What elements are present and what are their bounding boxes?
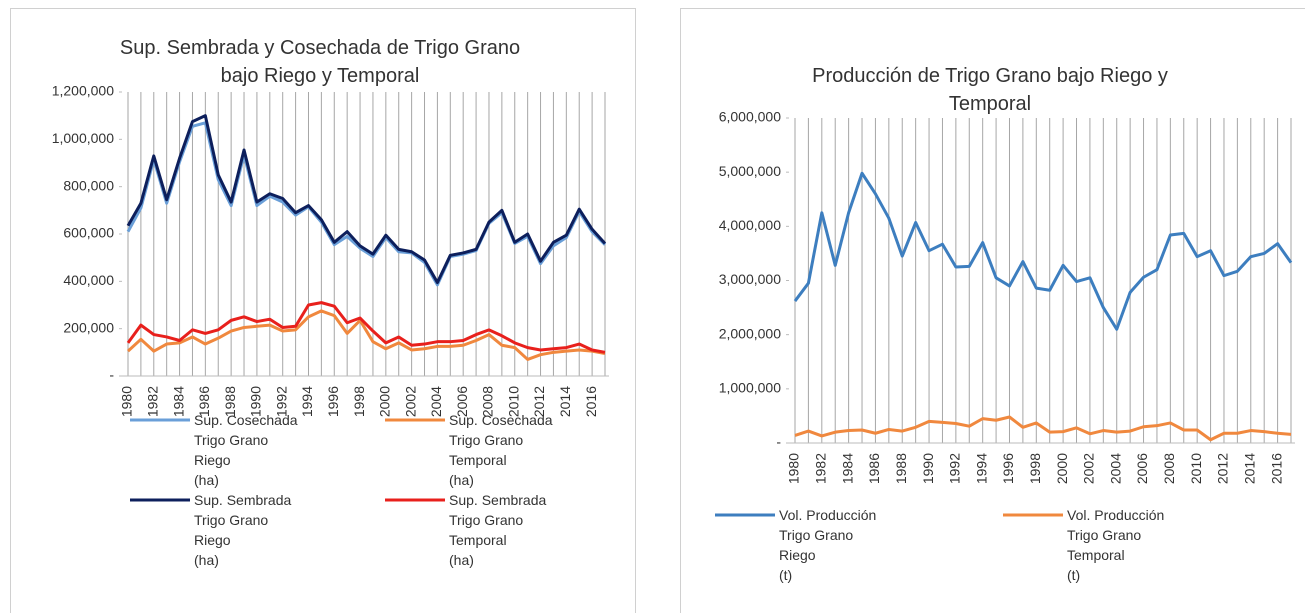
series-line: [126, 309, 606, 361]
x-tick-label: 1998: [1027, 453, 1043, 484]
series-line: [126, 121, 607, 287]
series-line: [793, 171, 1293, 331]
legend-label: Vol. Producción Trigo Grano Riego (t): [779, 507, 877, 583]
y-tick-label: 3,000,000: [719, 271, 781, 287]
x-tick-label: 2006: [454, 386, 470, 417]
x-tick-label: 1984: [170, 386, 186, 417]
chart-title: Producción de Trigo Grano bajo Riego y T…: [812, 65, 1168, 115]
y-tick-label: 1,000,000: [52, 130, 114, 146]
x-tick-label: 2000: [377, 386, 393, 417]
y-tick-label: 2,000,000: [719, 325, 781, 341]
legend-label: Sup. Cosechada Trigo Grano Riego (ha): [194, 412, 298, 488]
x-tick-label: 1994: [299, 386, 315, 417]
chart-title: Sup. Sembrada y Cosechada de Trigo Grano…: [119, 37, 521, 87]
x-tick-label: 1984: [839, 453, 855, 484]
y-tick-label: 600,000: [63, 225, 114, 241]
x-tick-label: 1998: [351, 386, 367, 417]
y-tick-label: 400,000: [63, 272, 114, 288]
y-tick-label: 1,000,000: [719, 380, 781, 396]
x-tick-label: 2016: [1268, 453, 1284, 484]
x-tick-label: 2012: [1215, 453, 1231, 484]
series-line: [126, 301, 606, 354]
x-tick-label: 1994: [973, 453, 989, 484]
y-tick-label: 4,000,000: [719, 217, 781, 233]
x-tick-label: 2016: [583, 386, 599, 417]
x-tick-label: 1990: [248, 386, 264, 417]
x-tick-label: 1982: [144, 386, 160, 417]
x-tick-label: 2002: [1081, 453, 1097, 484]
series-line: [794, 415, 1292, 442]
x-tick-label: 2002: [402, 386, 418, 417]
x-tick-label: 2008: [1161, 453, 1177, 484]
x-tick-label: 1980: [119, 386, 135, 417]
legend-label: Sup. Cosechada Trigo Grano Temporal (ha): [449, 412, 553, 488]
x-tick-label: 1986: [196, 386, 212, 417]
y-tick-label: -: [109, 367, 114, 383]
x-tick-label: 1990: [920, 453, 936, 484]
y-tick-label: 800,000: [63, 177, 114, 193]
x-tick-label: 2012: [531, 386, 547, 417]
x-tick-label: 1988: [893, 453, 909, 484]
y-tick-label: 5,000,000: [719, 163, 781, 179]
x-tick-label: 2008: [480, 386, 496, 417]
chart-border: [680, 8, 1305, 613]
legend-label: Sup. Sembrada Trigo Grano Temporal (ha): [449, 492, 547, 568]
x-tick-label: 1992: [947, 453, 963, 484]
chart-border: [10, 8, 636, 613]
x-tick-label: 1992: [273, 386, 289, 417]
series-line: [126, 114, 607, 285]
legend-label: Sup. Sembrada Trigo Grano Riego (ha): [194, 492, 292, 568]
x-tick-label: 2004: [1107, 453, 1123, 484]
x-tick-label: 2010: [1188, 453, 1204, 484]
x-tick-label: 2000: [1054, 453, 1070, 484]
x-tick-label: 2010: [505, 386, 521, 417]
x-tick-label: 2014: [1241, 453, 1257, 484]
x-tick-label: 2006: [1134, 453, 1150, 484]
x-tick-label: 1996: [1000, 453, 1016, 484]
x-tick-label: 1996: [325, 386, 341, 417]
legend-label: Vol. Producción Trigo Grano Temporal (t): [1067, 507, 1165, 583]
y-tick-label: 6,000,000: [719, 109, 781, 125]
x-tick-label: 1982: [813, 453, 829, 484]
y-tick-label: 1,200,000: [52, 83, 114, 99]
y-tick-label: -: [776, 434, 781, 450]
x-tick-label: 2004: [428, 386, 444, 417]
x-tick-label: 1988: [222, 386, 238, 417]
y-tick-label: 200,000: [63, 319, 114, 335]
x-tick-label: 2014: [557, 386, 573, 417]
x-tick-label: 1980: [786, 453, 802, 484]
x-tick-label: 1986: [866, 453, 882, 484]
